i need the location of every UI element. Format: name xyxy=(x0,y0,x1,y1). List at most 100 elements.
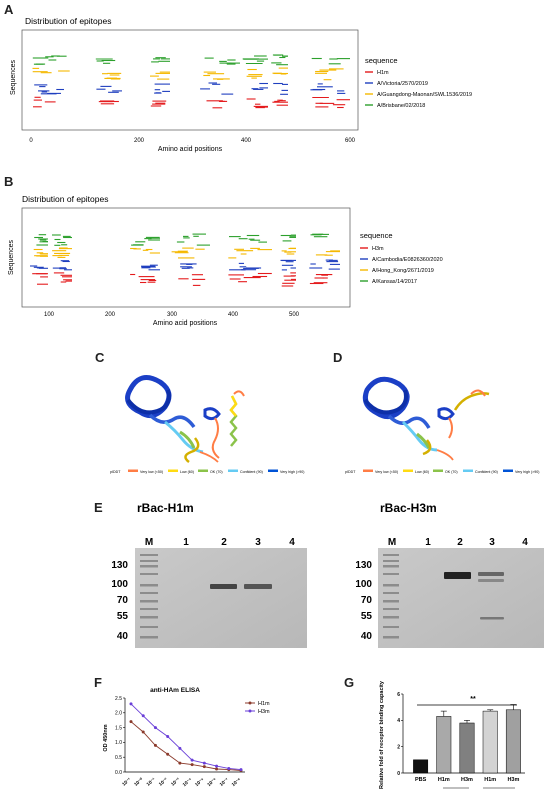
gel-marker-label: 130 xyxy=(355,560,372,571)
plot-a-x-tick: 400 xyxy=(241,138,252,144)
legend-marker xyxy=(248,701,252,705)
plddt-legend-label: Confident (90) xyxy=(475,470,498,474)
x-tick-label: H3m xyxy=(461,777,473,783)
panel-letter-e: E xyxy=(94,500,103,515)
plddt-legend-label: OK (70) xyxy=(210,470,223,474)
panel-letter-c: C xyxy=(95,350,105,365)
x-tick-label: 10⁻³ xyxy=(170,777,181,788)
x-tick-label: 10⁻⁷ xyxy=(219,777,230,788)
legend-label: H3m xyxy=(258,709,270,715)
gel-marker-label: 70 xyxy=(361,595,373,606)
protein-structure-h1m xyxy=(125,375,245,463)
bar xyxy=(413,759,429,774)
elisa-axes: 0.00.51.01.52.02.510⁻¹ 10⁻⁰ 10⁻¹ 10⁻² 10⁻³ 10… xyxy=(115,696,245,788)
legend-label: H1m xyxy=(258,701,270,707)
plddt-legend-label: Confident (90) xyxy=(240,470,263,474)
plot-a-x-tick: 0 xyxy=(29,138,33,144)
data-point xyxy=(202,761,206,765)
gel-band xyxy=(478,579,504,582)
y-tick-label: 2.5 xyxy=(115,696,122,702)
panel-letter-b: B xyxy=(4,174,14,189)
plot-a-epitope-segments xyxy=(32,54,350,109)
gel-right-ladder xyxy=(383,554,399,639)
y-tick-label: 1.0 xyxy=(115,740,122,746)
data-point xyxy=(153,743,157,747)
gel-lane-label: 1 xyxy=(425,537,431,548)
y-tick-label: 2.0 xyxy=(115,711,122,717)
plot-b-epitope-segments xyxy=(30,233,340,287)
y-tick-label: 1.5 xyxy=(115,725,122,731)
gel-band xyxy=(210,584,237,589)
bar-series: PBS H1m H3m H1m H3m xyxy=(413,704,521,783)
gel-left-title: rBac-H1m xyxy=(137,501,194,515)
plddt-legend-label: Very high (>90) xyxy=(515,470,539,474)
plot-b-x-tick: 500 xyxy=(289,312,300,318)
plot-a-title: Distribution of epitopes xyxy=(25,16,111,26)
data-point xyxy=(141,730,145,734)
legend-label: A/Kansas/14/2017 xyxy=(372,279,417,285)
epitope-plot-a: Distribution of epitopes Sequences 0 200… xyxy=(10,16,472,153)
gel-marker-label: 100 xyxy=(111,579,128,590)
bar xyxy=(482,710,498,774)
gel-lane-label: 3 xyxy=(489,537,495,548)
gel-lane-label: 1 xyxy=(183,537,189,548)
plddt-legend-label: pIDDT xyxy=(345,470,356,474)
plot-b-x-tick: 100 xyxy=(44,312,55,318)
x-tick-label: 10⁻² xyxy=(158,777,169,788)
bar xyxy=(459,722,475,774)
plot-a-ylabel: Sequences xyxy=(10,59,17,95)
plddt-legend-label: Very low (<50) xyxy=(140,470,163,474)
plddt-legend-label: Very low (<50) xyxy=(375,470,398,474)
legend-label: A/Hong_Kong/2671/2019 xyxy=(372,268,434,274)
elisa-ylabel: OD 450nm xyxy=(103,724,109,751)
plot-a-frame xyxy=(21,29,359,131)
western-blot-panel: rBac-H1m M 1 2 3 4 130 100 70 55 40 rBac… xyxy=(111,501,544,648)
data-point xyxy=(202,765,206,769)
gel-lane-label: 3 xyxy=(255,537,261,548)
bar xyxy=(436,716,452,774)
x-tick-label: 10⁻¹ xyxy=(121,777,132,788)
plot-b-legend-title: sequence xyxy=(360,231,393,240)
x-tick-label: 10⁻⁵ xyxy=(194,777,206,788)
gel-marker-label: 55 xyxy=(361,611,373,622)
plddt-swatch xyxy=(433,469,443,472)
y-tick-label: 0 xyxy=(397,771,400,777)
data-point xyxy=(166,752,170,756)
y-tick-label: 0.5 xyxy=(115,755,122,761)
plddt-swatch xyxy=(268,469,278,472)
data-point xyxy=(215,764,219,768)
gel-lane-label: M xyxy=(145,537,153,548)
panel-letter-a: A xyxy=(4,2,14,17)
data-point xyxy=(129,702,133,706)
gel-marker-label: 70 xyxy=(117,595,129,606)
y-tick-label: 4 xyxy=(397,718,400,724)
elisa-legend: H1m H3m xyxy=(245,701,270,715)
gel-left-ladder xyxy=(140,554,158,639)
panel-letter-d: D xyxy=(333,350,343,365)
plot-b-xlabel: Amino acid positions xyxy=(153,320,218,327)
legend-label: H3m xyxy=(372,246,384,252)
legend-marker xyxy=(248,709,252,713)
data-point xyxy=(215,767,219,771)
plddt-legend-d: pIDDT Very low (<50) Low (60) OK (70) Co… xyxy=(345,469,539,474)
plot-a-xlabel: Amino acid positions xyxy=(158,146,223,153)
plddt-legend-c: pIDDT Very low (<50) Low (60) OK (70) Co… xyxy=(110,469,304,474)
gel-band xyxy=(480,617,504,620)
plot-b-legend: H3m A/Cambodia/E0826360/2020 A/Hong_Kong… xyxy=(360,246,443,285)
significance-label: ** xyxy=(470,696,476,703)
plot-a-x-tick: 600 xyxy=(345,138,356,144)
protein-ribbon xyxy=(125,375,245,463)
legend-label: H1m xyxy=(377,70,389,76)
data-point xyxy=(153,726,157,730)
data-point xyxy=(178,761,182,765)
data-point xyxy=(190,758,194,762)
legend-label: A/Brisbane/02/2018 xyxy=(377,103,425,109)
gel-lane-label: M xyxy=(388,537,396,548)
x-tick-label: 10⁻⁸ xyxy=(231,777,243,788)
gel-right-image xyxy=(378,548,544,648)
gel-marker-label: 130 xyxy=(111,560,128,571)
plddt-swatch xyxy=(228,469,238,472)
plot-b-x-tick: 200 xyxy=(105,312,116,318)
gel-right-title: rBac-H3m xyxy=(380,501,437,515)
plddt-swatch xyxy=(198,469,208,472)
